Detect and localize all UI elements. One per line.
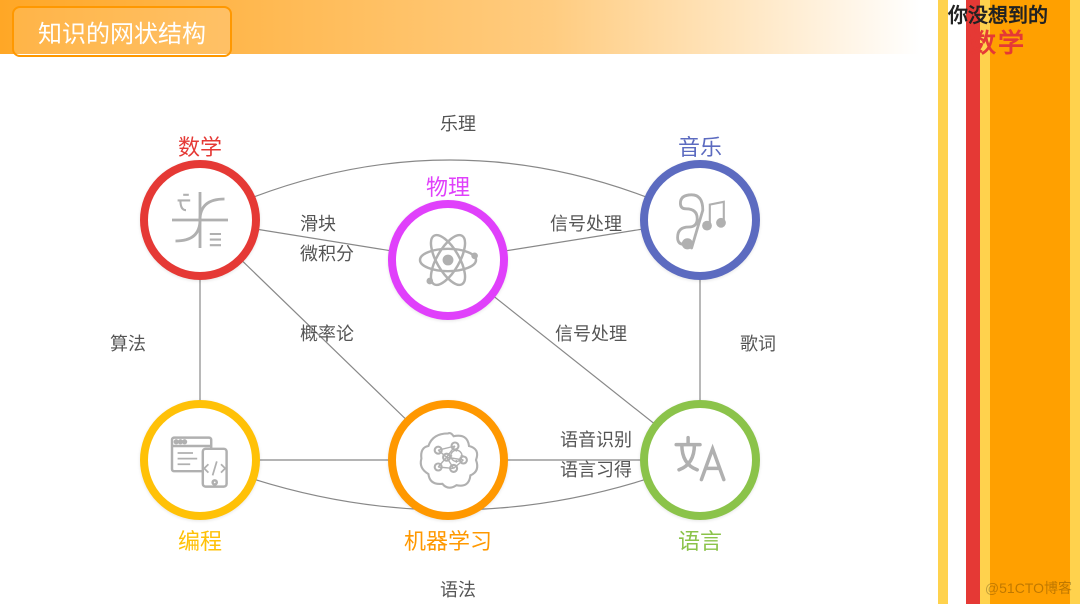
watermark: @51CTO博客	[985, 578, 1072, 598]
edge-label: 信号处理	[555, 320, 627, 346]
edge-label: 歌词	[740, 330, 776, 356]
node-label-physics: 物理	[426, 170, 470, 202]
node-lang	[640, 400, 760, 520]
edge-label: 语言习得	[560, 456, 632, 482]
edge-label: 概率论	[300, 320, 354, 346]
edge-label: 语音识别	[560, 426, 632, 452]
node-label-ml: 机器学习	[404, 524, 492, 556]
edge-label: 微积分	[300, 240, 354, 266]
node-label-music: 音乐	[678, 130, 722, 162]
stripe	[948, 0, 966, 604]
edge-label: 信号处理	[550, 210, 622, 236]
edge-label: 滑块	[300, 210, 336, 236]
edge-label: 算法	[110, 330, 146, 356]
node-label-math: 数学	[178, 130, 222, 162]
brand-logo: 你没想到的 数学	[948, 4, 1048, 59]
stripe	[938, 0, 948, 604]
edge-label: 语法	[440, 576, 476, 602]
knowledge-network-diagram: 乐理滑块微积分信号处理算法概率论信号处理歌词语音识别语言习得语法 数学 物理 音…	[0, 60, 920, 604]
side-stripes	[938, 0, 1080, 604]
page-title: 知识的网状结构	[12, 6, 232, 57]
stripe	[990, 0, 1070, 604]
node-label-lang: 语言	[678, 524, 722, 556]
node-prog	[140, 400, 260, 520]
edge-label: 乐理	[440, 110, 476, 136]
node-music	[640, 160, 760, 280]
node-math	[140, 160, 260, 280]
node-label-prog: 编程	[178, 524, 222, 556]
node-ml	[388, 400, 508, 520]
brand-line1: 你没想到的	[948, 4, 1048, 28]
stripe	[966, 0, 980, 604]
node-physics	[388, 200, 508, 320]
stripe	[1070, 0, 1080, 604]
brand-line2: 数学	[948, 28, 1048, 59]
stripe	[980, 0, 990, 604]
